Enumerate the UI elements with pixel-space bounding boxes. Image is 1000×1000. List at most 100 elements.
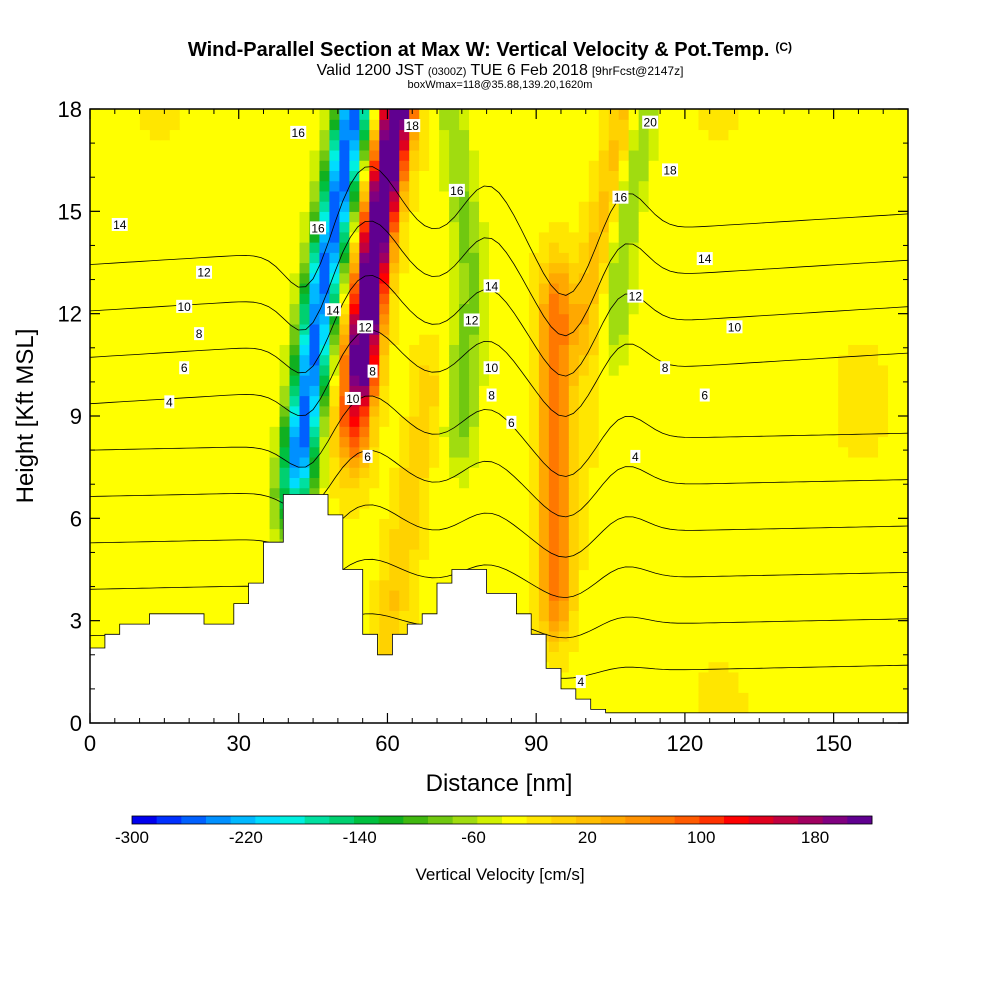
velocity-cell — [109, 467, 121, 478]
velocity-cell — [868, 487, 879, 499]
velocity-cell — [299, 139, 311, 151]
velocity-cell — [508, 323, 520, 335]
velocity-cell — [289, 180, 301, 192]
velocity-cell — [608, 569, 620, 581]
velocity-cell — [728, 610, 740, 622]
velocity-cell — [99, 610, 111, 622]
velocity-cell — [538, 170, 550, 182]
velocity-cell — [179, 426, 191, 438]
velocity-cell — [568, 508, 580, 519]
velocity-cell — [628, 569, 640, 581]
velocity-cell — [758, 262, 769, 274]
velocity-cell — [449, 405, 460, 417]
velocity-cell — [289, 323, 301, 335]
velocity-cell — [119, 405, 131, 417]
velocity-cell — [628, 426, 640, 438]
velocity-cell — [538, 436, 550, 448]
velocity-cell — [389, 354, 400, 366]
velocity-cell — [199, 160, 211, 171]
velocity-cell — [728, 508, 740, 519]
velocity-cell — [528, 139, 540, 151]
velocity-cell — [319, 149, 331, 161]
velocity-cell — [329, 375, 340, 386]
velocity-cell — [788, 375, 799, 386]
velocity-cell — [708, 303, 720, 315]
velocity-cell — [449, 518, 460, 530]
velocity-cell — [538, 589, 550, 601]
velocity-cell — [578, 589, 590, 601]
velocity-cell — [568, 569, 580, 581]
velocity-cell — [728, 344, 740, 356]
velocity-cell — [768, 610, 779, 622]
velocity-cell — [259, 405, 271, 417]
velocity-cell — [558, 671, 570, 683]
velocity-cell — [508, 518, 520, 530]
velocity-cell — [718, 303, 730, 315]
velocity-cell — [429, 323, 440, 335]
velocity-cell — [109, 600, 121, 612]
velocity-cell — [379, 487, 390, 499]
velocity-cell — [698, 651, 710, 663]
velocity-cell — [728, 702, 740, 714]
velocity-cell — [199, 109, 211, 120]
velocity-cell — [758, 395, 769, 407]
velocity-cell — [129, 252, 141, 264]
velocity-cell — [808, 364, 819, 376]
velocity-cell — [159, 149, 171, 161]
velocity-cell — [898, 211, 908, 223]
velocity-cell — [379, 579, 390, 591]
velocity-cell — [319, 272, 331, 284]
velocity-cell — [169, 272, 181, 284]
velocity-cell — [309, 252, 321, 264]
velocity-cell — [538, 242, 550, 253]
velocity-cell — [698, 293, 710, 305]
velocity-cell — [678, 231, 690, 243]
velocity-cell — [199, 589, 211, 601]
velocity-cell — [469, 139, 480, 151]
contour-label: 8 — [662, 361, 669, 375]
velocity-cell — [299, 170, 311, 182]
velocity-cell — [349, 262, 360, 274]
velocity-cell — [638, 139, 650, 151]
velocity-cell — [608, 344, 620, 356]
velocity-cell — [688, 651, 700, 663]
velocity-cell — [658, 323, 670, 335]
velocity-cell — [728, 487, 740, 499]
velocity-cell — [528, 129, 540, 141]
velocity-cell — [90, 610, 101, 622]
velocity-cell — [99, 262, 111, 274]
velocity-cell — [608, 272, 620, 284]
velocity-cell — [239, 262, 251, 274]
velocity-cell — [568, 139, 580, 151]
velocity-cell — [349, 364, 360, 376]
velocity-cell — [668, 682, 680, 693]
velocity-cell — [399, 395, 410, 407]
velocity-cell — [309, 364, 321, 376]
contour-label: 6 — [364, 450, 371, 464]
velocity-cell — [688, 497, 700, 509]
velocity-cell — [578, 467, 590, 478]
velocity-cell — [868, 293, 879, 305]
velocity-cell — [399, 190, 410, 202]
velocity-cell — [209, 303, 221, 315]
velocity-cell — [189, 344, 201, 356]
velocity-cell — [119, 252, 131, 264]
velocity-cell — [688, 272, 700, 284]
velocity-cell — [618, 119, 630, 131]
velocity-cell — [149, 303, 161, 315]
velocity-cell — [618, 201, 630, 212]
velocity-cell — [868, 549, 879, 560]
velocity-cell — [888, 303, 899, 315]
velocity-cell — [878, 180, 889, 192]
velocity-cell — [808, 416, 819, 427]
velocity-cell — [548, 160, 560, 171]
velocity-cell — [608, 661, 620, 673]
velocity-cell — [688, 641, 700, 652]
velocity-cell — [179, 221, 191, 233]
velocity-cell — [568, 190, 580, 202]
velocity-cell — [718, 538, 730, 550]
velocity-cell — [888, 569, 899, 581]
velocity-cell — [708, 323, 720, 335]
velocity-cell — [479, 344, 490, 356]
velocity-cell — [738, 436, 749, 448]
